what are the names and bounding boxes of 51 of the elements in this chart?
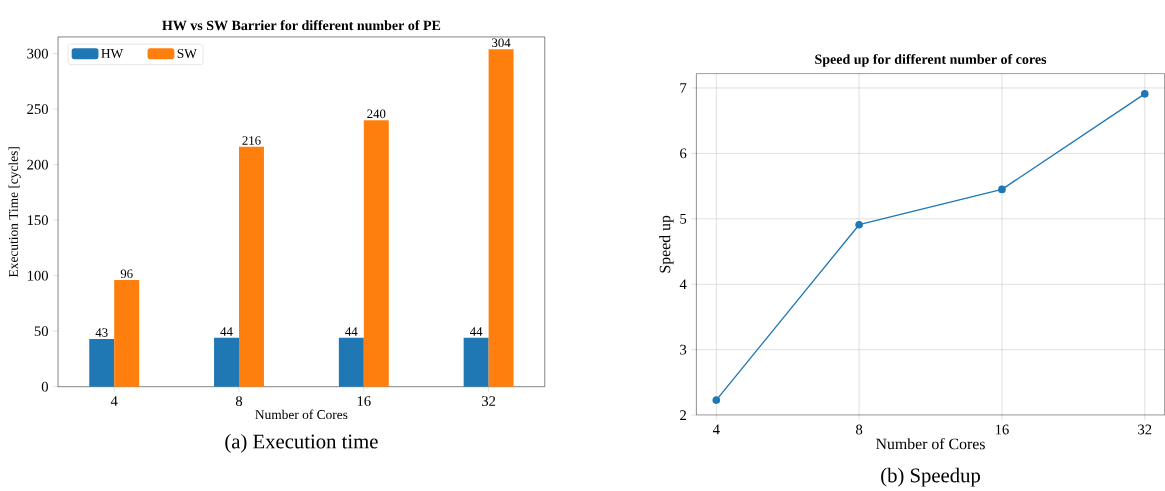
chart-title: Speed up for different number of cores: [815, 54, 1047, 68]
data-label: 44: [220, 327, 233, 336]
y-tick-label: 3: [680, 344, 687, 355]
data-label: 96: [120, 269, 133, 279]
x-tick-label: 8: [856, 424, 863, 435]
data-label: 44: [345, 327, 358, 336]
data-label: 304: [492, 38, 511, 48]
bar: [338, 338, 364, 387]
x-tick-label: 8: [235, 396, 243, 407]
y-tick-label: 5: [680, 214, 687, 224]
x-tick-label: 32: [482, 396, 496, 407]
y-tick-label: 0: [41, 381, 48, 392]
x-tick-label: 16: [357, 396, 371, 407]
x-tick-label: 4: [110, 396, 118, 406]
data-label: 216: [242, 136, 261, 145]
point: [1140, 90, 1149, 98]
bar: [239, 147, 264, 387]
y-tick-label: 100: [27, 270, 48, 281]
x-axis-title: Number of Cores: [876, 438, 985, 450]
bar: [89, 339, 115, 387]
y-tick-label: 50: [34, 326, 48, 337]
x-tick-label: 16: [995, 424, 1009, 435]
y-tick-label: 250: [27, 104, 48, 115]
y-axis-title: Execution Time [cycles]: [8, 147, 21, 278]
x-tick-label: 32: [1138, 424, 1152, 435]
point: [712, 396, 721, 405]
bar: [114, 280, 140, 387]
data-label: 44: [469, 327, 483, 336]
point: [855, 221, 863, 229]
y-tick-label: 200: [27, 159, 48, 170]
y-tick-label: 300: [27, 48, 48, 59]
y-tick-label: 4: [679, 279, 687, 290]
x-axis-title: Number of Cores: [255, 409, 348, 420]
y-tick-label: 7: [680, 83, 687, 93]
bar: [363, 120, 389, 387]
chart-title: HW vs SW Barrier for different number of PE: [162, 20, 441, 31]
text: (b) Speedup: [881, 468, 980, 487]
point: [998, 185, 1006, 194]
text: (a) Execution time: [225, 434, 378, 453]
legend-label: SW: [177, 49, 197, 59]
y-tick-label: 2: [680, 410, 686, 421]
bar: [214, 338, 240, 387]
x-tick-label: 4: [712, 424, 720, 435]
y-tick-label: 6: [680, 148, 687, 159]
data-label: 43: [95, 328, 108, 338]
bar: [463, 338, 489, 387]
bar: [488, 49, 514, 387]
y-tick-label: 150: [27, 215, 48, 226]
data-label: 240: [367, 109, 386, 119]
y-axis-title: Speed up: [659, 215, 674, 273]
legend-label: HW: [101, 49, 124, 59]
